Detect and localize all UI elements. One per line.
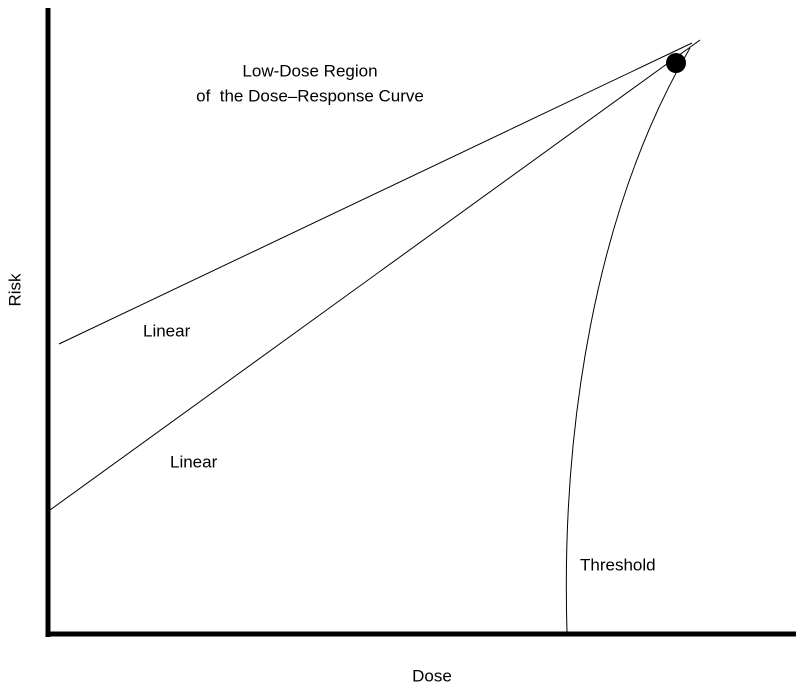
linear-line-lower	[49, 39, 701, 511]
threshold-curve	[565, 47, 691, 633]
linear-line-upper	[58, 42, 693, 345]
curve-label: Linear	[143, 321, 191, 340]
y-axis-label: Risk	[5, 273, 24, 307]
data-point	[666, 53, 686, 73]
title-line: of the Dose–Response Curve	[196, 86, 424, 105]
title-line: Low-Dose Region	[242, 61, 377, 80]
curve-label: Linear	[170, 452, 218, 471]
x-axis-label: Dose	[412, 666, 452, 685]
curve-label: Threshold	[580, 555, 656, 574]
